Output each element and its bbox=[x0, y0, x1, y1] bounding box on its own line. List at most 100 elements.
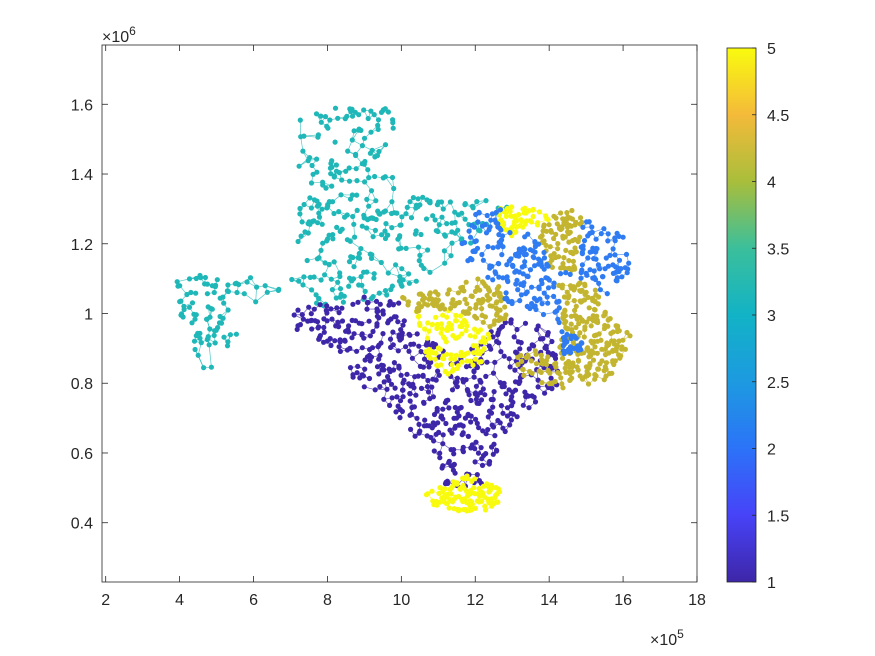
network-node bbox=[204, 291, 210, 297]
network-node bbox=[585, 233, 591, 239]
network-node bbox=[294, 326, 300, 332]
network-node bbox=[452, 230, 458, 236]
network-node bbox=[468, 240, 474, 246]
network-node bbox=[432, 356, 438, 362]
network-node bbox=[572, 266, 578, 272]
network-node bbox=[320, 179, 326, 185]
network-node bbox=[378, 362, 385, 368]
network-node bbox=[462, 310, 468, 316]
network-node bbox=[324, 238, 330, 244]
network-node bbox=[395, 348, 401, 354]
network-node bbox=[577, 298, 583, 304]
network-node bbox=[490, 370, 497, 376]
network-node bbox=[485, 331, 491, 337]
network-node bbox=[627, 333, 633, 339]
network-node bbox=[562, 308, 568, 314]
network-node bbox=[502, 320, 508, 326]
network-node bbox=[442, 493, 448, 499]
network-node bbox=[556, 319, 562, 326]
network-node bbox=[387, 336, 394, 342]
network-node bbox=[439, 214, 445, 220]
network-node bbox=[437, 485, 443, 491]
network-node bbox=[468, 397, 474, 404]
network-node bbox=[275, 287, 281, 293]
network-node bbox=[381, 367, 387, 373]
network-node bbox=[526, 346, 532, 352]
network-node bbox=[336, 324, 342, 330]
network-node bbox=[213, 327, 219, 333]
network-node bbox=[586, 219, 592, 225]
network-node bbox=[474, 498, 480, 504]
network-node bbox=[478, 339, 484, 345]
network-node bbox=[393, 262, 399, 268]
network-node bbox=[440, 312, 446, 318]
network-node bbox=[568, 321, 574, 327]
network-node bbox=[532, 399, 539, 405]
network-node bbox=[397, 274, 403, 280]
network-node bbox=[559, 329, 565, 335]
network-node bbox=[517, 250, 523, 256]
network-node bbox=[582, 283, 588, 289]
network-node bbox=[587, 362, 593, 368]
network-node bbox=[569, 375, 575, 381]
network-node bbox=[559, 285, 565, 291]
network-node bbox=[366, 375, 373, 382]
network-node bbox=[456, 405, 463, 411]
network-node bbox=[501, 353, 507, 359]
network-node bbox=[354, 178, 360, 184]
network-node bbox=[318, 277, 324, 283]
network-node bbox=[576, 321, 582, 327]
network-node bbox=[566, 265, 573, 271]
network-node bbox=[518, 292, 525, 298]
network-node bbox=[532, 240, 538, 246]
network-node bbox=[375, 117, 382, 123]
network-node bbox=[478, 390, 484, 396]
network-node bbox=[475, 491, 481, 497]
network-node bbox=[589, 229, 595, 235]
network-node bbox=[444, 327, 450, 333]
network-node bbox=[522, 205, 528, 211]
network-node bbox=[429, 384, 435, 390]
network-node bbox=[610, 262, 616, 268]
network-node bbox=[350, 301, 356, 307]
network-node bbox=[564, 210, 570, 216]
network-node bbox=[568, 223, 574, 229]
network-node bbox=[548, 375, 554, 381]
network-node bbox=[498, 324, 505, 330]
network-node bbox=[388, 381, 395, 387]
network-node bbox=[432, 297, 439, 303]
network-node bbox=[416, 258, 422, 264]
network-node bbox=[368, 129, 374, 135]
network-node bbox=[452, 380, 458, 386]
x-tick-label: 14 bbox=[540, 592, 558, 609]
network-node bbox=[529, 301, 535, 307]
network-node bbox=[530, 254, 536, 260]
cluster-3-0 bbox=[174, 105, 510, 371]
network-node bbox=[593, 236, 599, 242]
network-node bbox=[513, 229, 519, 235]
network-node bbox=[424, 384, 431, 390]
network-node bbox=[413, 228, 419, 234]
network-node bbox=[344, 237, 350, 243]
network-node bbox=[421, 265, 427, 272]
network-node bbox=[406, 280, 412, 286]
network-node bbox=[316, 214, 323, 220]
network-node bbox=[415, 244, 422, 250]
network-node bbox=[490, 424, 497, 430]
network-node bbox=[480, 279, 486, 285]
network-node bbox=[319, 206, 325, 212]
network-node bbox=[533, 351, 539, 357]
network-node bbox=[555, 246, 561, 252]
network-node bbox=[592, 376, 598, 382]
network-node bbox=[553, 231, 559, 237]
network-node bbox=[548, 228, 554, 234]
network-node bbox=[301, 201, 307, 208]
network-node bbox=[315, 132, 321, 138]
network-node bbox=[407, 398, 413, 404]
network-node bbox=[520, 366, 526, 372]
network-node bbox=[309, 162, 315, 169]
network-node bbox=[431, 448, 437, 454]
network-node bbox=[464, 301, 470, 307]
network-node bbox=[301, 133, 307, 139]
network-node bbox=[425, 389, 432, 395]
